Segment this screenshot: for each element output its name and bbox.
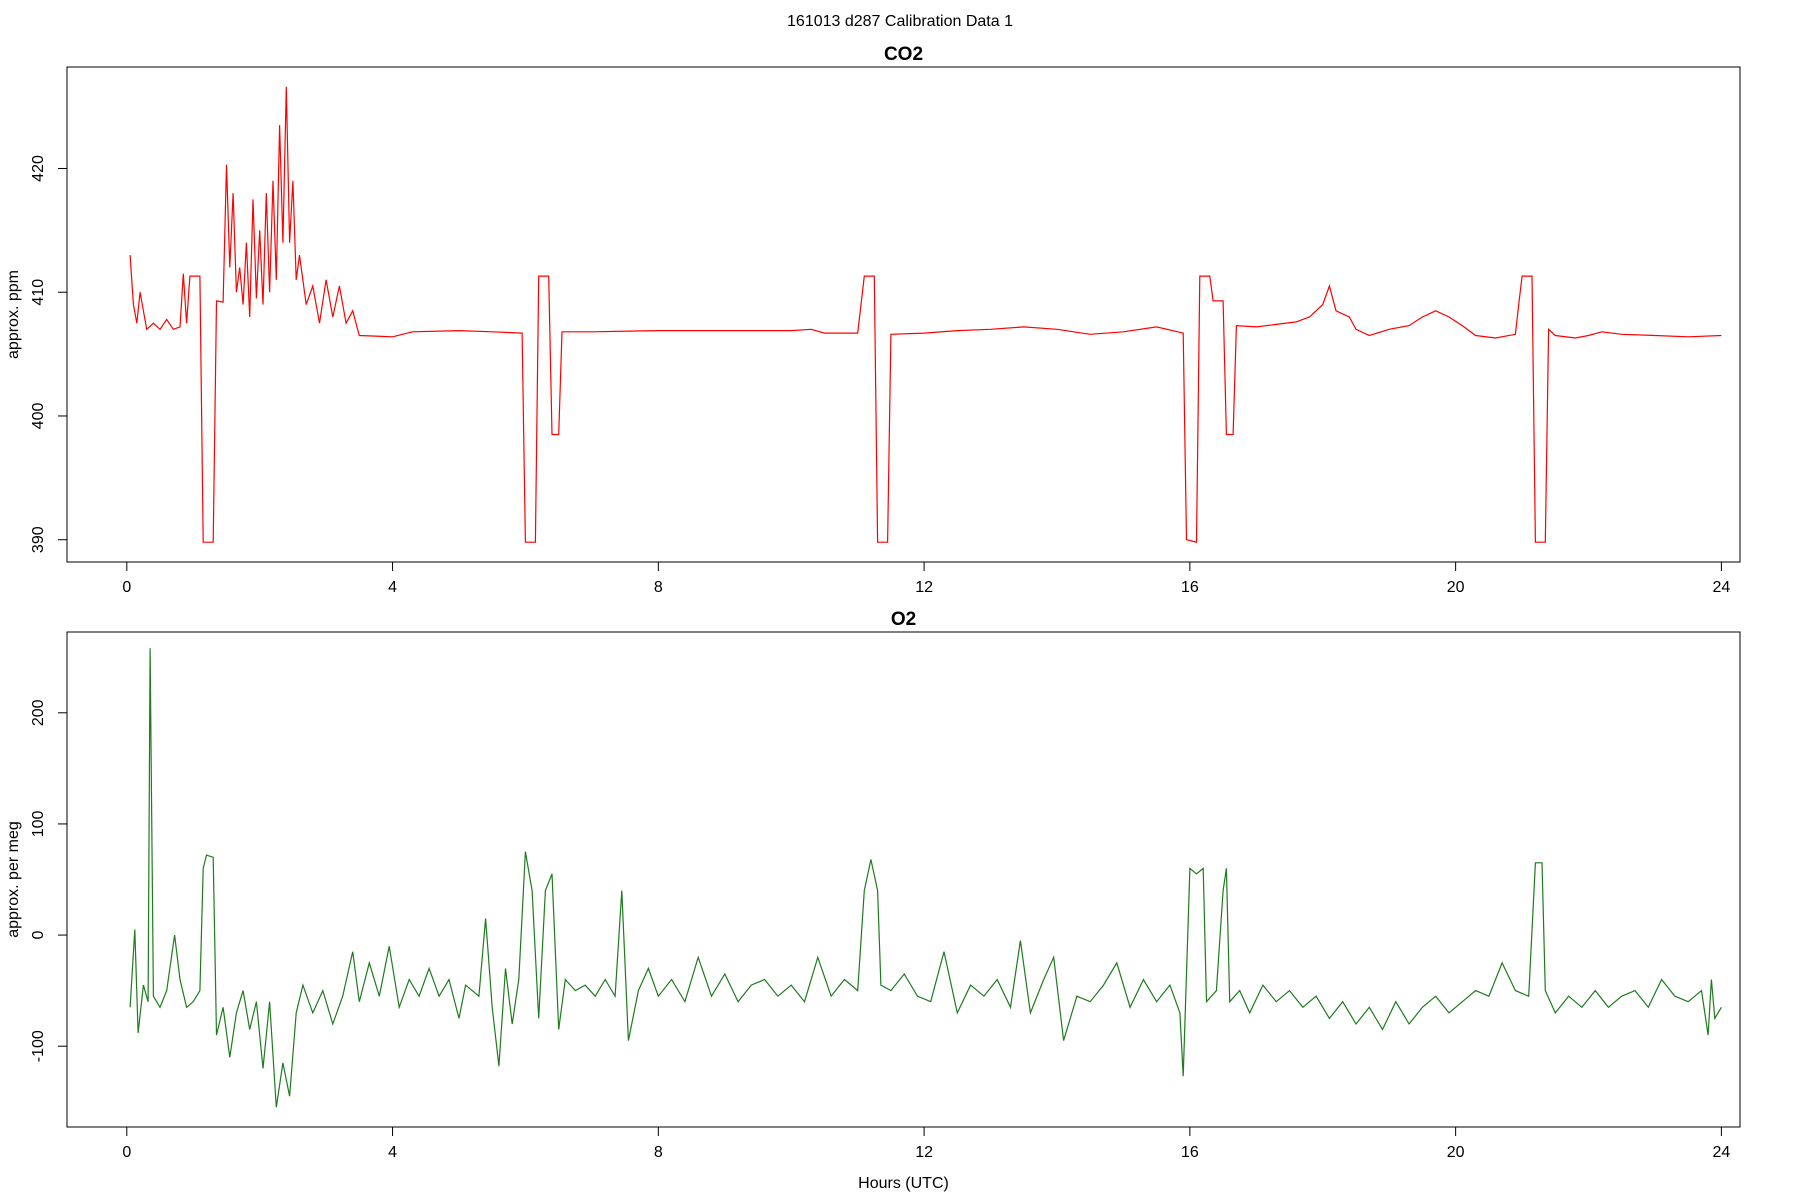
- figure-title: 161013 d287 Calibration Data 1: [787, 13, 1013, 30]
- plot-frame: [66, 66, 1741, 563]
- y-tick-label: 420: [30, 155, 47, 182]
- y-tick-label: 390: [30, 526, 47, 553]
- chart-title: O2: [891, 609, 916, 630]
- data-line: [129, 86, 1722, 543]
- x-tick-label: 4: [388, 579, 397, 596]
- x-tick-label: 20: [1447, 579, 1465, 596]
- x-tick-label: 0: [122, 1144, 131, 1161]
- x-axis-label: Hours (UTC): [858, 1175, 949, 1192]
- x-tick-label: 24: [1712, 579, 1730, 596]
- x-tick-label: 24: [1712, 1144, 1730, 1161]
- x-tick-label: 16: [1181, 579, 1199, 596]
- y-axis-label: approx. ppm: [5, 270, 22, 359]
- chart-title: CO2: [884, 44, 923, 65]
- x-tick-label: 16: [1181, 1144, 1199, 1161]
- y-tick-label: 0: [30, 931, 47, 940]
- y-tick-label: 400: [30, 403, 47, 430]
- data-line: [129, 648, 1722, 1108]
- x-tick-label: 12: [915, 1144, 933, 1161]
- x-tick-label: 8: [654, 1144, 663, 1161]
- x-tick-label: 12: [915, 579, 933, 596]
- x-tick-label: 8: [654, 579, 663, 596]
- y-axis-label: approx. per meg: [5, 821, 22, 938]
- x-tick-label: 20: [1447, 1144, 1465, 1161]
- y-tick-label: 200: [30, 699, 47, 726]
- y-tick-label: -100: [30, 1030, 47, 1062]
- y-tick-label: 100: [30, 810, 47, 837]
- x-tick-label: 0: [122, 579, 131, 596]
- x-tick-label: 4: [388, 1144, 397, 1161]
- plot-frame: [66, 631, 1741, 1128]
- y-tick-label: 410: [30, 279, 47, 306]
